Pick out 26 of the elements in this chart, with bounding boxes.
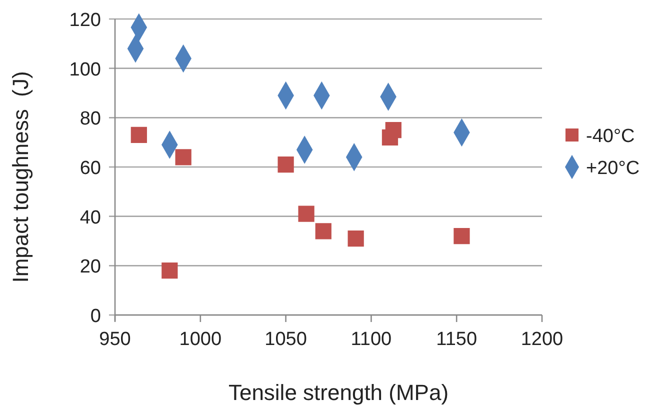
y-tick-label: 100 [69, 59, 101, 80]
point [278, 156, 294, 173]
point [385, 122, 402, 138]
y-tick-label: 60 [80, 158, 101, 179]
x-axis-title: Tensile strength (MPa) [228, 380, 449, 405]
x-tick-label: 1000 [179, 329, 222, 350]
point [162, 262, 178, 279]
y-tick-label: 120 [69, 10, 101, 31]
point [130, 126, 147, 143]
y-axis-title: Impact toughness (J) [8, 71, 33, 283]
point [454, 228, 470, 244]
point [175, 149, 192, 166]
y-tick-label: 40 [80, 207, 101, 228]
x-tick-label: 950 [99, 329, 131, 350]
point [298, 206, 314, 222]
y-tick-label: 0 [90, 306, 101, 327]
x-tick-label: 1200 [520, 329, 564, 350]
legend-label: +20°C [586, 158, 640, 179]
x-tick-label: 1150 [436, 329, 478, 350]
legend-label: -40°C [586, 126, 635, 147]
x-tick-label: 1100 [350, 329, 392, 350]
point [315, 223, 332, 240]
x-tick-label: 1050 [264, 329, 307, 350]
y-tick-label: 20 [80, 256, 101, 278]
y-tick-label: 80 [80, 108, 101, 130]
point [348, 230, 364, 247]
